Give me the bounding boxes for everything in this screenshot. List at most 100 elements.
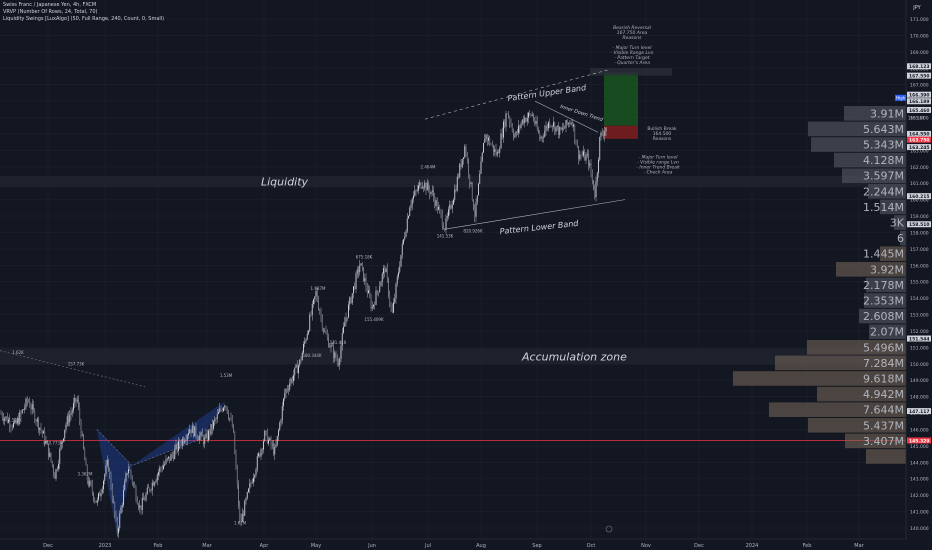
price-tick-label: 158.000 — [910, 230, 929, 236]
candle-body — [583, 151, 584, 156]
indicator-liquidity-swings[interactable]: Liquidity Swings [LuxAlgo] (50, Full Ran… — [3, 16, 165, 22]
candle-body — [274, 447, 276, 455]
candle-body — [591, 173, 593, 181]
price-tag-label: 167.550 — [909, 73, 930, 79]
candle-body — [195, 426, 197, 437]
candle-body — [129, 469, 131, 471]
candle-body — [469, 174, 471, 184]
candle-body — [400, 254, 402, 267]
candle-body — [489, 137, 491, 145]
candle-body — [180, 444, 182, 446]
candle-body — [554, 122, 556, 132]
symbol-title: Swiss Franc / Japanese Yen, 4h, FXCM — [3, 2, 97, 8]
candle-body — [85, 460, 87, 466]
candle-body — [556, 125, 558, 127]
candle-body — [450, 204, 452, 209]
candle-body — [415, 190, 417, 192]
candle-body — [73, 403, 74, 411]
candle-body — [119, 513, 121, 529]
candle-body — [549, 122, 551, 126]
candle-body — [529, 112, 531, 114]
bearish-reversal-note: Bearish Reversal — [613, 25, 652, 31]
candle-body — [10, 426, 12, 428]
bullish-break-note: 164.500 — [653, 131, 672, 137]
candle-body — [576, 144, 578, 147]
candle-body — [229, 418, 231, 419]
volume-bar — [900, 230, 906, 246]
candle-body — [340, 345, 342, 359]
price-tag — [907, 98, 931, 105]
price-tick-label: 169.000 — [910, 50, 929, 56]
volume-bar — [866, 449, 906, 464]
volume-bar — [836, 262, 906, 277]
candle-body — [280, 420, 282, 423]
candle-body — [446, 216, 448, 219]
candle-body — [255, 469, 257, 476]
candle-body — [16, 418, 18, 424]
price-tick-label: 151.000 — [910, 345, 929, 351]
candle-body — [211, 423, 213, 429]
candle-body — [203, 436, 204, 444]
candle-body — [403, 239, 404, 244]
candle-body — [166, 458, 168, 460]
candle-body — [378, 291, 379, 293]
price-tag — [907, 144, 931, 151]
candle-body — [188, 433, 189, 436]
candle-body — [299, 359, 301, 366]
candle-body — [56, 468, 58, 470]
candle-body — [58, 463, 59, 469]
candle-body — [205, 433, 207, 438]
candle-body — [410, 204, 412, 208]
candle-body — [168, 456, 169, 459]
candle-body — [81, 434, 83, 436]
candle-body — [204, 437, 206, 444]
candle-body — [436, 200, 438, 210]
bullish-reason-note: - Check Area — [644, 170, 673, 176]
candle-body — [393, 302, 394, 313]
candle-body — [464, 146, 466, 158]
price-tick-label: 162.000 — [910, 165, 929, 171]
candle-body — [133, 482, 134, 485]
candle-body — [106, 459, 108, 466]
target-box — [604, 72, 638, 126]
candle-body — [224, 405, 226, 408]
candle-body — [311, 303, 313, 316]
candle-body — [295, 364, 297, 368]
candle-body — [61, 441, 63, 444]
swing-volume-label: 2.464M — [421, 164, 436, 169]
candle-body — [170, 454, 172, 461]
candle-body — [48, 443, 49, 457]
candle-body — [600, 132, 602, 137]
price-tag — [907, 106, 931, 113]
price-tick-label: 159.000 — [910, 214, 929, 220]
candle-body — [114, 502, 116, 515]
price-tick-label: 143.000 — [910, 477, 929, 483]
candle-body — [76, 399, 78, 402]
volume-bar — [811, 137, 906, 152]
candle-body — [174, 449, 176, 459]
candle-body — [238, 483, 239, 506]
price-axis[interactable]: JPY 140.000 141.000 142.000 143.000 144.000 14… — [895, 0, 932, 550]
swing-volume-label: 131.416 — [330, 340, 347, 345]
candle-body — [329, 346, 331, 348]
volume-bar — [868, 184, 906, 199]
candle-body — [20, 412, 22, 413]
candle-body — [565, 120, 567, 128]
candle-body — [573, 124, 574, 127]
price-tag-label: 168.123 — [909, 64, 930, 70]
candle-body — [376, 290, 378, 292]
candle-body — [356, 269, 358, 274]
candle-body — [361, 263, 363, 267]
candle-body — [169, 456, 171, 461]
candle-body — [240, 518, 242, 523]
time-axis[interactable]: Dec 2023 Feb Mar Apr May Jun Jul Aug Sep Oct Nov Dec… — [0, 525, 906, 550]
volume-label: 4.942M — [863, 388, 904, 401]
candle-body — [194, 426, 196, 437]
price-tag-label: 164.550 — [909, 132, 930, 138]
indicator-vrvp[interactable]: VRVP (Number Of Rows, 24, Total, 70) — [3, 9, 98, 15]
volume-bar — [864, 293, 906, 308]
candle-body — [214, 419, 216, 422]
candle-body — [398, 272, 399, 277]
candle-body — [226, 406, 228, 414]
